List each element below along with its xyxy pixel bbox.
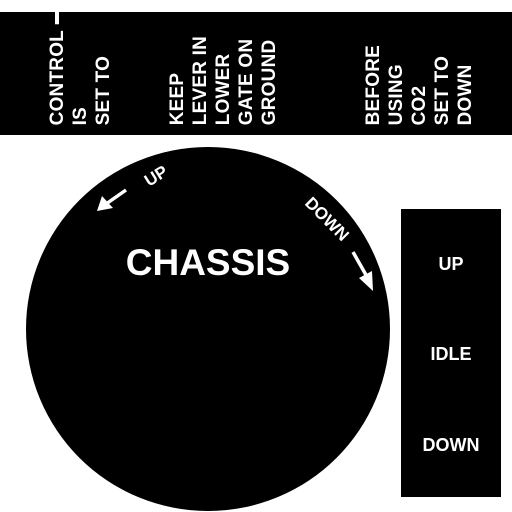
banner-text-keep: KEEP [167, 72, 188, 125]
banner-text-ground: GROUND [259, 39, 280, 125]
up-arrow-icon [48, 0, 67, 24]
down-direction-arrow-icon [351, 251, 373, 291]
banner-column-keep-lever: KEEP LEVER IN LOWER GATE ON GROUND [166, 36, 281, 125]
banner-text-down: DOWN [455, 64, 476, 125]
banner-column-before-co2: BEFORE USING CO2 SET TO DOWN [362, 45, 477, 125]
banner-text-lower: LOWER [213, 53, 234, 125]
lever-position-panel: UP IDLE DOWN [401, 209, 501, 497]
dial-title: CHASSIS [126, 242, 290, 283]
banner-column-control: CONTROL IS SET TO [46, 0, 115, 125]
chassis-dial[interactable]: UP DOWN CHASSIS [26, 147, 390, 511]
banner-text-control: CONTROL [47, 29, 68, 125]
banner-text-set-to: SET TO [93, 55, 114, 125]
dial-face [26, 147, 390, 511]
up-direction-arrow-icon [97, 188, 128, 211]
banner-text-is: IS [70, 106, 91, 125]
banner-line-1: CONTROL [46, 0, 69, 125]
banner-text-before: BEFORE [363, 44, 384, 125]
banner-text-co2: CO2 [409, 85, 430, 125]
banner-text-lever-in: LEVER IN [190, 35, 211, 125]
banner-text-gate-on: GATE ON [236, 38, 257, 125]
banner-text-using: USING [386, 63, 407, 125]
banner-text-set-to-2: SET TO [432, 55, 453, 125]
position-idle[interactable]: IDLE [430, 344, 472, 364]
position-up[interactable]: UP [438, 254, 464, 274]
instruction-banner: CONTROL IS SET TO KEEP LEVER IN LOWER GA… [0, 0, 512, 135]
position-down[interactable]: DOWN [422, 435, 480, 455]
